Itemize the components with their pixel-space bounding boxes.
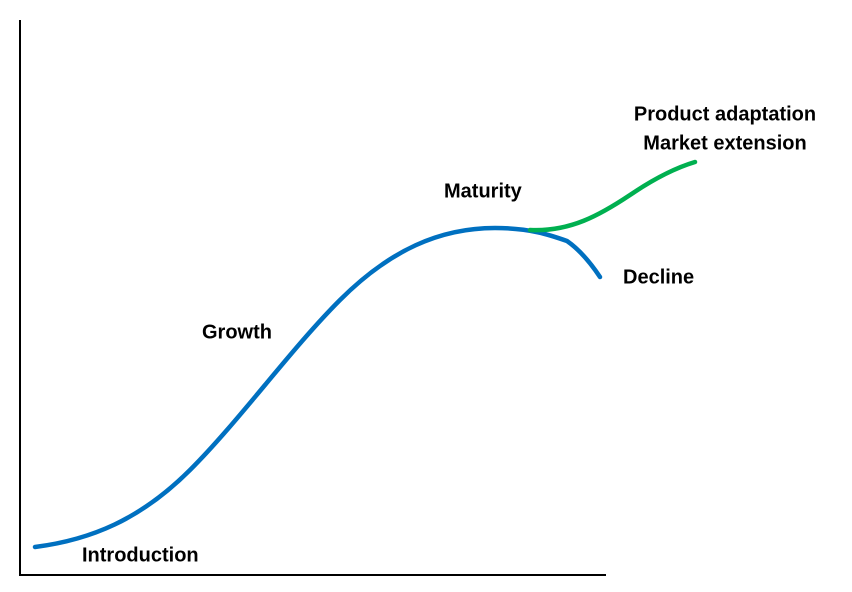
stage-label: Market extension xyxy=(643,132,806,154)
stage-label: Product adaptation xyxy=(634,103,816,125)
stage-label: Maturity xyxy=(444,180,523,202)
life-cycle-curve xyxy=(32,225,603,550)
stage-label: Introduction xyxy=(82,544,199,566)
stage-label: Decline xyxy=(623,266,694,288)
stage-label: Growth xyxy=(202,321,272,343)
extension-curve xyxy=(527,159,698,233)
